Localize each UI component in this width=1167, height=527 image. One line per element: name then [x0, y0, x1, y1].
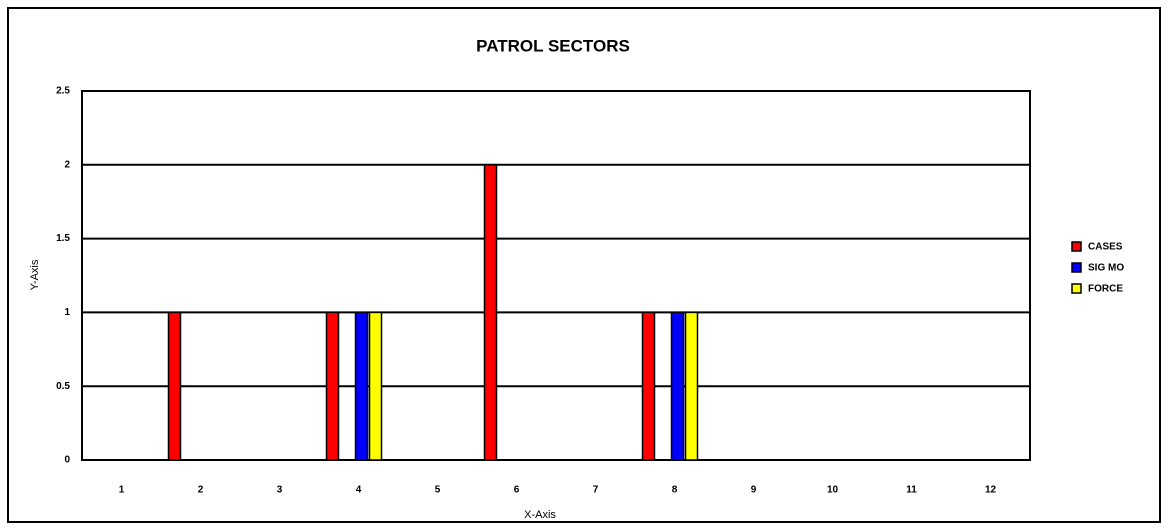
y-tick-label: 2.5	[56, 86, 70, 97]
legend-swatch	[1071, 241, 1082, 252]
bar	[167, 311, 182, 461]
legend-label: SIG MO	[1088, 263, 1124, 274]
x-tick-label: 6	[514, 485, 520, 496]
x-tick-label: 1	[119, 485, 125, 496]
bar	[670, 311, 685, 461]
x-axis-label: X-Axis	[524, 509, 556, 521]
x-tick-label: 9	[751, 485, 757, 496]
x-tick-label: 5	[435, 485, 441, 496]
y-tick-label: 0.5	[56, 381, 70, 392]
x-tick-label: 12	[985, 485, 997, 496]
y-tick-label: 1	[64, 307, 70, 318]
chart-title: PATROL SECTORS	[476, 36, 630, 55]
x-tick-label: 3	[277, 485, 283, 496]
legend-label: FORCE	[1088, 284, 1123, 295]
y-tick-label: 1.5	[56, 233, 70, 244]
y-tick-label: 0	[64, 455, 70, 466]
x-tick-label: 11	[906, 485, 917, 496]
legend-swatch	[1071, 283, 1082, 294]
x-tick-label: 7	[593, 485, 599, 496]
bar	[684, 311, 699, 461]
legend-label: CASES	[1088, 242, 1123, 253]
x-tick-label: 10	[827, 485, 839, 496]
bar	[641, 311, 656, 461]
legend-swatch	[1071, 262, 1082, 273]
x-tick-label: 4	[356, 485, 362, 496]
x-tick-label: 2	[198, 485, 204, 496]
bar	[368, 311, 383, 461]
y-tick-label: 2	[64, 159, 70, 170]
x-tick-label: 8	[672, 485, 678, 496]
bar	[483, 164, 498, 461]
plot-area	[81, 90, 1031, 461]
bar	[325, 311, 340, 461]
y-axis-label: Y-Axis	[29, 259, 41, 290]
bar	[354, 311, 369, 461]
